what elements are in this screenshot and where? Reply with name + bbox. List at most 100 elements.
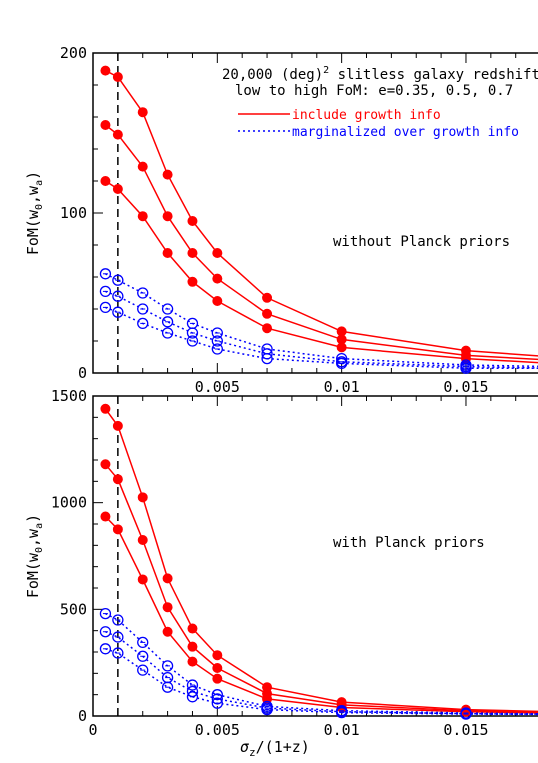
data-point-growth xyxy=(212,248,223,258)
panel-note-bottom: with Planck priors xyxy=(333,535,485,551)
series-line-growth xyxy=(104,124,538,361)
data-point-growth xyxy=(112,420,123,431)
data-point-growth xyxy=(262,308,273,319)
data-point-growth xyxy=(212,663,223,673)
data-point-marginalized xyxy=(186,691,199,703)
data-point-growth xyxy=(162,573,173,584)
data-point-marginalized xyxy=(186,327,199,339)
x-tick-label: 0.005 xyxy=(195,378,240,396)
tick-marks xyxy=(92,395,517,717)
data-point-growth xyxy=(162,602,173,613)
data-point-growth xyxy=(187,216,198,226)
data-point-marginalized xyxy=(161,316,174,328)
data-point-marginalized xyxy=(112,274,124,286)
data-point-marginalized xyxy=(137,317,149,330)
data-point-marginalized xyxy=(211,343,223,355)
data-point-marginalized xyxy=(186,679,199,691)
x-tick-label: 0.005 xyxy=(195,721,240,739)
y-tick-label: 500 xyxy=(60,600,87,618)
data-point-growth xyxy=(100,120,111,130)
tick-labels: 0.005 0.01 0.015 0 100 200 xyxy=(60,44,489,396)
data-point-growth xyxy=(212,650,223,661)
panel-note-top: without Planck priors xyxy=(333,234,510,250)
data-point-marginalized xyxy=(112,306,124,318)
series-lines xyxy=(104,53,538,373)
fom-range-header: low to high FoM: e=0.35, 0.5, 0.7 xyxy=(235,83,513,99)
data-point-growth xyxy=(187,623,198,634)
series-line-marginalized xyxy=(105,290,538,369)
x-tick-label: 0.015 xyxy=(443,721,488,739)
y-tick-label: 1000 xyxy=(51,494,87,512)
data-point-growth xyxy=(187,248,198,258)
data-point-marginalized xyxy=(99,607,112,620)
data-point-marginalized xyxy=(161,660,174,672)
data-point-marginalized xyxy=(335,706,348,719)
series-line-marginalized xyxy=(105,273,538,368)
data-point-growth xyxy=(212,673,223,684)
y-axis-title-top: FoM(w0,wa) xyxy=(24,171,45,255)
survey-header: 20,000 (deg)2 slitless galaxy redshift s… xyxy=(222,65,538,83)
data-point-growth xyxy=(162,248,173,258)
data-point-marginalized xyxy=(112,631,124,643)
data-point-marginalized xyxy=(112,290,124,302)
data-point-growth xyxy=(137,107,148,118)
data-point-growth xyxy=(137,161,148,172)
data-point-marginalized xyxy=(211,697,223,709)
y-tick-label: 0 xyxy=(78,707,87,725)
data-point-growth xyxy=(262,323,273,334)
data-point-growth xyxy=(187,641,198,652)
data-point-marginalized xyxy=(211,689,223,701)
y-tick-label: 1500 xyxy=(51,387,87,405)
data-point-marginalized xyxy=(137,303,149,315)
data-point-marginalized xyxy=(137,636,149,649)
data-point-growth xyxy=(100,459,111,470)
y-tick-label: 200 xyxy=(60,44,87,62)
series-line-growth xyxy=(104,180,538,364)
data-point-growth xyxy=(137,492,148,503)
data-point-growth xyxy=(336,342,347,353)
plot-frame xyxy=(92,52,538,374)
x-tick-label: 0 xyxy=(88,721,97,739)
data-point-marginalized xyxy=(112,647,124,659)
data-point-growth xyxy=(137,211,148,222)
data-point-growth xyxy=(112,129,123,140)
data-point-growth xyxy=(187,276,198,287)
data-point-growth xyxy=(100,65,111,76)
data-point-marginalized xyxy=(211,327,223,339)
data-point-marginalized xyxy=(99,301,112,314)
series-line-growth xyxy=(105,69,538,357)
data-point-marginalized xyxy=(99,643,112,655)
data-point-marginalized xyxy=(99,626,112,638)
series-line-marginalized xyxy=(105,612,538,715)
y-axis-title-bottom: FoM(w0,wa) xyxy=(24,514,45,598)
data-point-growth xyxy=(137,535,148,545)
data-point-marginalized xyxy=(137,664,149,676)
data-point-marginalized xyxy=(99,285,112,298)
data-point-growth xyxy=(212,296,223,306)
series-line-growth xyxy=(104,463,538,713)
data-point-marginalized xyxy=(99,268,112,280)
data-point-growth xyxy=(100,511,111,522)
legend-dotted-label: marginalized over growth info xyxy=(292,125,519,140)
data-point-growth xyxy=(212,273,223,284)
data-point-marginalized xyxy=(161,681,174,693)
data-point-marginalized xyxy=(211,335,223,347)
panel-with-planck: 0 0.005 0.01 0.015 0 500 1000 1500 with Planck … xyxy=(51,387,538,739)
series-markers xyxy=(99,403,472,720)
series-line-marginalized xyxy=(105,306,538,369)
data-point-marginalized xyxy=(161,303,174,315)
data-point-growth xyxy=(112,184,123,194)
x-tick-label: 0.01 xyxy=(324,721,360,739)
data-point-growth xyxy=(162,211,173,222)
tick-marks xyxy=(92,52,517,374)
data-point-marginalized xyxy=(137,287,149,299)
data-point-growth xyxy=(137,574,148,585)
data-point-marginalized xyxy=(335,357,348,370)
data-point-marginalized xyxy=(186,335,199,347)
data-point-marginalized xyxy=(261,352,273,365)
x-tick-label: 0.01 xyxy=(324,378,360,396)
data-point-marginalized xyxy=(460,362,472,374)
series-line-growth xyxy=(104,515,538,714)
data-point-marginalized xyxy=(112,614,124,626)
